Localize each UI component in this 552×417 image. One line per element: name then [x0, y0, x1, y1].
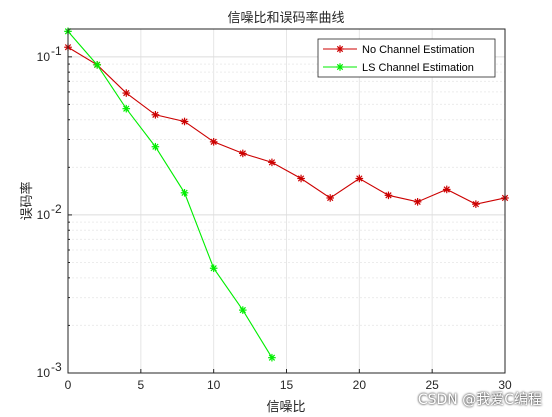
x-tick-label: 0 — [65, 378, 72, 392]
y-tick-exponent: -1 — [51, 44, 62, 58]
x-tick-label: 10 — [207, 378, 221, 392]
series-marker — [209, 138, 218, 146]
legend-label: No Channel Estimation — [362, 44, 475, 56]
x-tick-label: 30 — [498, 378, 512, 392]
series-marker — [180, 189, 189, 197]
series-marker — [336, 45, 344, 53]
series-marker — [268, 158, 276, 167]
chart-title: 信噪比和误码率曲线 — [227, 10, 344, 26]
series-marker — [384, 191, 393, 200]
y-axis-title: 误码率 — [19, 181, 35, 220]
y-tick-exponent: -2 — [51, 202, 62, 216]
x-axis-title: 信噪比 — [266, 400, 305, 415]
series-marker — [122, 104, 131, 113]
x-tick-label: 5 — [137, 378, 144, 392]
series-marker — [93, 61, 101, 69]
y-tick-label: 10 — [37, 208, 51, 222]
x-tick-label: 25 — [425, 378, 439, 392]
series-marker — [336, 63, 344, 71]
series-marker — [355, 174, 364, 183]
legend: No Channel Estimation LS Channel Estimati… — [317, 38, 496, 78]
series-marker — [326, 194, 334, 202]
x-tick-label: 20 — [353, 378, 367, 392]
series-line-1 — [67, 30, 273, 358]
series-marker — [268, 353, 276, 362]
series-marker — [209, 264, 218, 273]
x-tick-label: 15 — [280, 378, 294, 392]
y-tick-exponent: -3 — [51, 360, 62, 374]
series-marker — [151, 110, 160, 119]
legend-box — [317, 38, 496, 78]
series-marker — [297, 174, 305, 183]
series-marker — [472, 200, 480, 208]
legend-entries: No Channel Estimation LS Channel Estimati… — [323, 44, 475, 74]
series-line-0 — [67, 46, 506, 205]
series-marker — [151, 142, 160, 151]
watermark: CSDN @我爱C编程 — [417, 392, 542, 408]
series-marker — [239, 306, 247, 314]
series-marker — [180, 117, 189, 126]
series-marker — [239, 149, 247, 158]
series-marker — [122, 89, 131, 97]
legend-label: LS Channel Estimation — [362, 62, 474, 74]
y-tick-label: 10 — [37, 366, 51, 380]
series-marker — [413, 198, 422, 206]
series-layer — [64, 27, 509, 362]
series-marker — [442, 185, 451, 194]
y-tick-label: 10 — [37, 50, 51, 64]
